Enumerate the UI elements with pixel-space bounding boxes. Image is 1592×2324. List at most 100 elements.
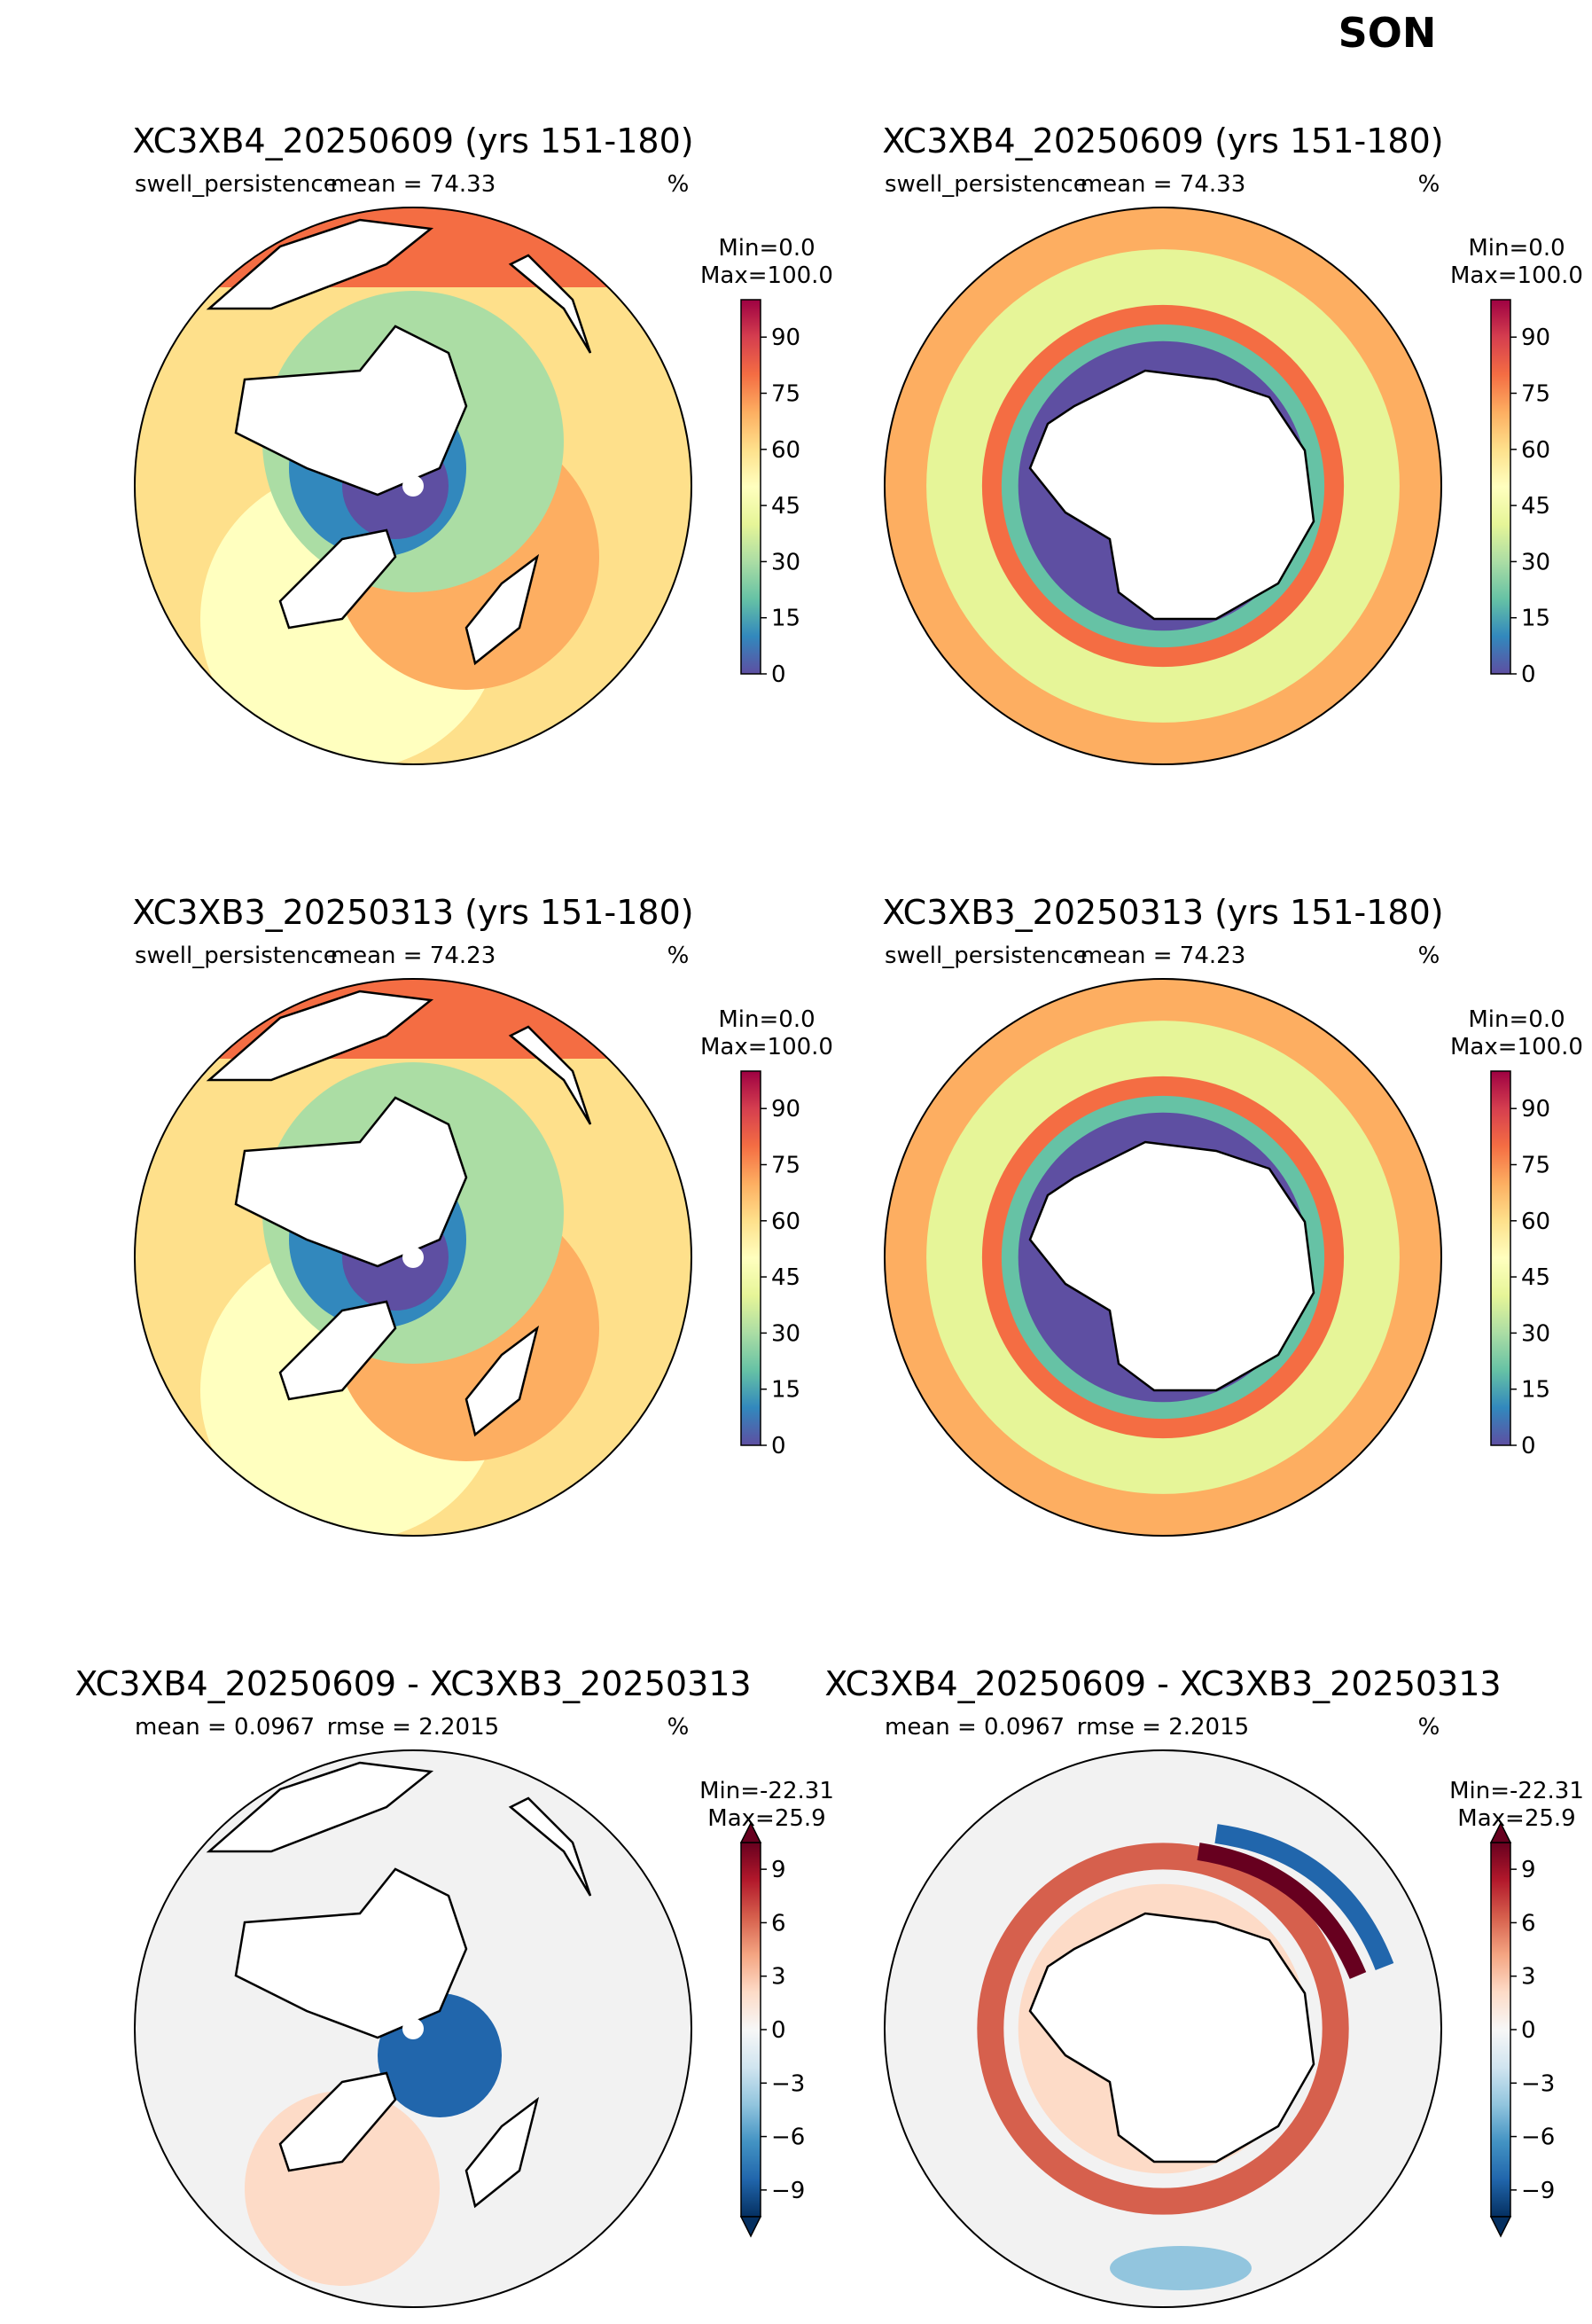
colorbar-tick-label: 0 [771, 661, 786, 688]
land-mass [508, 1025, 592, 1125]
map-field [885, 207, 1441, 764]
map-panel: XC3XB4_20250609 (yrs 151-180) swell_persi… [882, 121, 1583, 765]
panel-title: XC3XB4_20250609 (yrs 151-180) [882, 121, 1443, 160]
colorbar-tick-label: 45 [771, 493, 800, 520]
land-mass [464, 1325, 540, 1437]
map-boundary [884, 1749, 1442, 2308]
panel-title: XC3XB3_20250313 (yrs 151-180) [132, 893, 693, 932]
land-mass [508, 254, 592, 354]
colorbar-tick-label: 15 [1521, 1377, 1550, 1404]
panel-units: % [667, 1714, 690, 1741]
land-mass [206, 990, 434, 1082]
colorbar-tick-label: 15 [1521, 606, 1550, 632]
colorbar-tick-label: 0 [1521, 661, 1536, 688]
colorbar-extend-max [1489, 1821, 1512, 1843]
colorbar-tick-label: 6 [1521, 1910, 1536, 1937]
colorbar-max-label: Max=100.0 [1450, 262, 1583, 289]
colorbar-tick-label: −3 [771, 2070, 805, 2097]
colorbar-tick-label: 0 [1521, 2017, 1536, 2044]
colorbar-tick-label: 90 [1521, 1096, 1550, 1123]
map-panel: XC3XB4_20250609 (yrs 151-180) swell_persi… [132, 121, 833, 765]
colorbar-tick-label: 90 [771, 325, 800, 351]
panel-subtitle-left: swell_persistence [135, 943, 338, 969]
panel-subtitle-left: mean = 0.0967 [135, 1714, 315, 1741]
panel-subtitle-center: rmse = 2.2015 [327, 1714, 499, 1741]
land-mass [508, 1796, 592, 1897]
map-boundary [884, 207, 1442, 765]
land-mass [464, 2096, 540, 2209]
panel-title: XC3XB3_20250313 (yrs 151-180) [882, 893, 1443, 932]
colorbar-tick-label: −6 [1521, 2124, 1555, 2151]
colorbar-bar [1490, 1070, 1511, 1446]
colorbar-tick-label: 3 [1521, 1964, 1536, 1991]
colorbar-tick-label: 30 [771, 1320, 800, 1347]
colorbar-min-label: Min=0.0 [718, 235, 815, 262]
colorbar-extend-min [1489, 2216, 1512, 2238]
panel-units: % [667, 943, 690, 969]
panel-units: % [667, 171, 690, 198]
colorbar-tick-label: 15 [771, 606, 800, 632]
panel-title: XC3XB4_20250609 (yrs 151-180) [132, 121, 693, 160]
panel-title: XC3XB4_20250609 - XC3XB3_20250313 [824, 1664, 1501, 1703]
colorbar-tick-label: 75 [771, 381, 800, 408]
map-panel: XC3XB3_20250313 (yrs 151-180) swell_persi… [132, 893, 833, 1537]
panel-subtitle-left: mean = 0.0967 [885, 1714, 1065, 1741]
colorbar-tick-label: 45 [1521, 493, 1550, 520]
colorbar-tick-label: 45 [1521, 1264, 1550, 1291]
map-field [885, 1750, 1441, 2307]
colorbar-tick-label: 30 [1521, 549, 1550, 575]
panel-subtitle-center: mean = 74.23 [331, 943, 496, 969]
colorbar-bar [740, 299, 761, 675]
map-panel: XC3XB3_20250313 (yrs 151-180) swell_persi… [882, 893, 1583, 1537]
colorbar-tick-label: 90 [1521, 325, 1550, 351]
antarctica [1028, 369, 1315, 621]
pole-hole [402, 2018, 424, 2039]
field-region [1110, 2246, 1252, 2290]
colorbar-tick-label: −9 [1521, 2178, 1555, 2204]
colorbar-min-label: Min=-22.31 [1449, 1778, 1584, 1804]
panel-units: % [1418, 171, 1440, 198]
colorbar-tick-label: 60 [771, 1209, 800, 1235]
antarctica [1028, 1912, 1315, 2164]
colorbar-bar [1490, 1842, 1511, 2218]
colorbar-tick-label: 45 [771, 1264, 800, 1291]
colorbar-min-label: Min=0.0 [1468, 235, 1565, 262]
panel-subtitle-center: mean = 74.33 [1081, 171, 1245, 198]
colorbar-tick-label: 15 [771, 1377, 800, 1404]
colorbar-tick-label: 60 [1521, 1209, 1550, 1235]
land-mass [278, 528, 397, 630]
map-boundary [134, 207, 692, 765]
pole-hole [402, 1247, 424, 1268]
field-region [135, 979, 691, 1059]
colorbar-tick-label: 30 [771, 549, 800, 575]
colorbar-min-label: Min=0.0 [1468, 1006, 1565, 1033]
panel-subtitle-center: rmse = 2.2015 [1077, 1714, 1249, 1741]
map-field [885, 979, 1441, 1536]
colorbar-tick-label: 9 [1521, 1857, 1536, 1883]
colorbar-min-label: Min=0.0 [718, 1006, 815, 1033]
map-boundary [134, 978, 692, 1537]
colorbar-max-label: Max=100.0 [1450, 1034, 1583, 1060]
colorbar-tick-label: 75 [1521, 1153, 1550, 1179]
land-mass [464, 553, 540, 666]
colorbar-tick-label: 75 [1521, 381, 1550, 408]
field-band [1214, 1824, 1394, 1970]
land-mass [278, 2071, 397, 2172]
colorbar-extend-max [739, 1821, 762, 1843]
colorbar-tick-label: 60 [1521, 437, 1550, 464]
colorbar-tick-label: −3 [1521, 2070, 1555, 2097]
colorbar-tick-label: 9 [771, 1857, 786, 1883]
map-boundary [884, 978, 1442, 1537]
colorbar-tick-label: 90 [771, 1096, 800, 1123]
land-mass [234, 325, 468, 497]
map-field [135, 1750, 691, 2307]
colorbar-tick-label: 3 [771, 1964, 786, 1991]
season-title: SON [1338, 9, 1437, 57]
panel-subtitle-left: swell_persistence [135, 171, 338, 198]
panel-subtitle-left: swell_persistence [885, 171, 1088, 198]
colorbar-tick-label: −9 [771, 2178, 805, 2204]
colorbar-bar [740, 1070, 761, 1446]
